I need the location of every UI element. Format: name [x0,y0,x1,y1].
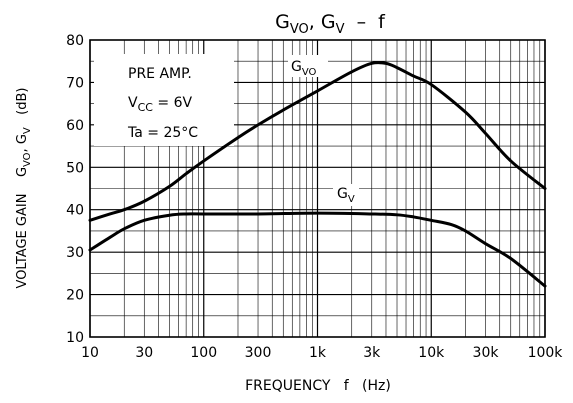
y-tick-label: 40 [66,203,84,219]
annotation-line1: PRE AMP. [128,66,192,82]
series-label-gv: GV [337,186,355,205]
gvo-label-bg [288,55,328,77]
x-tick-label: 30k [473,345,500,361]
annotation-line2: VCC = 6V [128,95,192,114]
x-tick-label: 300 [245,345,272,361]
y-tick-label: 80 [66,33,84,49]
x-tick-label: 10 [81,345,99,361]
series-line-gv [88,211,547,288]
x-tick-label: 100k [528,345,564,361]
x-tick-label: 100 [190,345,217,361]
chart-title: GVO, GV – f [275,11,386,37]
x-tick-label: 3k [363,345,381,361]
y-tick-label: 50 [66,160,84,176]
x-tick-label: 30 [135,345,153,361]
x-tick-label: 1k [309,345,327,361]
annotation-box [94,54,234,146]
y-tick-label: 20 [66,288,84,304]
series-layer [88,61,547,288]
y-tick-label: 10 [66,330,84,346]
x-tick-label: 10k [418,345,445,361]
y-axis-label: VOLTAGE GAIN GVO, GV (dB) [15,88,33,289]
y-tick-label: 70 [66,75,84,91]
gv-label-bg [333,184,359,206]
series-label-gvo: GVO [291,59,317,78]
tick-labels: 10 20 30 40 50 60 70 80 10 30 100 300 1k 3k 10k 30k 100k [66,33,563,361]
annotation-line3: Ta = 25°C [127,125,198,141]
y-tick-label: 30 [66,245,84,261]
x-axis-label: FREQUENCY f (Hz) [245,378,391,394]
y-tick-label: 60 [66,118,84,134]
series-line-gvo [88,61,547,222]
